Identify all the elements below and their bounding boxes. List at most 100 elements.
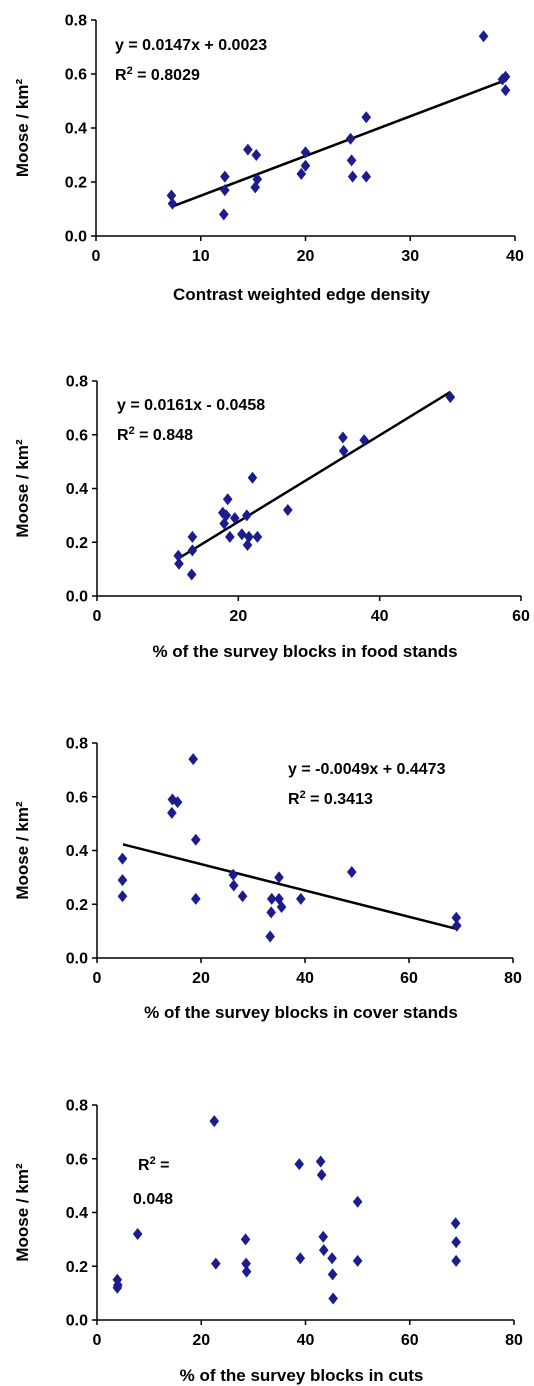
data-point — [266, 892, 277, 905]
data-point — [347, 170, 358, 183]
data-point — [117, 890, 128, 903]
data-point — [243, 143, 253, 156]
x-tick-label: 40 — [506, 248, 524, 265]
trend-equation: y = 0.0161x - 0.0458 — [117, 397, 265, 414]
x-tick-label: 0 — [92, 248, 101, 265]
data-point — [218, 208, 229, 221]
data-point — [191, 892, 201, 905]
data-point — [445, 391, 456, 404]
x-tick-label: 20 — [192, 1332, 210, 1349]
x-tick-label: 60 — [401, 1332, 419, 1349]
data-point — [283, 504, 293, 516]
y-tick-label: 0.6 — [66, 1151, 88, 1168]
data-point — [237, 528, 247, 541]
x-tick-label: 0 — [93, 608, 102, 625]
data-point — [228, 868, 239, 881]
x-tick-label: 80 — [504, 970, 522, 987]
data-point — [338, 444, 349, 457]
y-tick-label: 0.6 — [66, 789, 88, 806]
data-point — [187, 530, 198, 543]
data-point — [500, 84, 511, 97]
data-point — [300, 146, 311, 159]
x-tick-label: 60 — [512, 608, 530, 625]
data-point — [451, 1254, 461, 1267]
y-tick-label: 0.0 — [65, 229, 87, 246]
data-point — [230, 512, 240, 525]
data-point — [225, 530, 235, 543]
data-point — [296, 167, 307, 180]
x-tick-label: 40 — [296, 970, 314, 987]
data-point — [252, 173, 263, 186]
data-point — [316, 1168, 327, 1181]
y-axis-title: Moose / km² — [13, 79, 32, 178]
r-squared-label: R2 = — [138, 1155, 169, 1174]
data-point — [345, 132, 356, 145]
chart-panel-2: 0.0 0.2 0.4 0.6 0.8 0 20 40 60 % of the survey bl… — [13, 374, 530, 662]
data-point — [328, 1292, 338, 1305]
data-point — [173, 549, 184, 562]
x-tick-label: 40 — [371, 608, 389, 625]
chart-panel-4: 0.0 0.2 0.4 0.6 0.8 0 20 40 60 80 % of the survey … — [13, 1098, 523, 1386]
data-point — [352, 1195, 363, 1208]
data-point — [167, 806, 177, 819]
data-point — [167, 793, 178, 806]
y-tick-label: 0.8 — [65, 13, 87, 30]
data-point — [327, 1268, 338, 1281]
data-point — [276, 900, 287, 913]
y-tick-label: 0.4 — [66, 1205, 88, 1222]
data-point — [265, 930, 275, 943]
data-point — [242, 509, 252, 522]
data-point — [211, 1257, 221, 1270]
data-point — [352, 1254, 363, 1267]
y-tick-label: 0.4 — [65, 121, 87, 138]
x-tick-label: 80 — [505, 1332, 523, 1349]
data-point — [361, 111, 372, 124]
r-squared-label: R2 = 0.8029 — [115, 65, 200, 84]
data-point — [318, 1230, 329, 1243]
data-point — [188, 753, 198, 766]
y-tick-label: 0.8 — [66, 374, 88, 391]
y-tick-label: 0.6 — [65, 67, 87, 84]
r-squared-label: R2 = 0.3413 — [288, 789, 373, 808]
trendline — [172, 79, 505, 208]
data-point — [346, 154, 357, 167]
chart-panel-1: 0.0 0.2 0.4 0.6 0.8 0 10 20 30 40 Contrast weighte… — [13, 13, 524, 305]
data-point — [209, 1115, 220, 1128]
data-point — [338, 431, 348, 444]
data-point — [237, 890, 248, 903]
data-point — [347, 866, 357, 878]
data-point — [359, 434, 369, 447]
data-point — [117, 874, 128, 887]
y-tick-label: 0.2 — [66, 535, 88, 552]
trendline — [122, 843, 457, 930]
data-point — [221, 509, 232, 522]
y-tick-label: 0.8 — [66, 736, 88, 753]
x-tick-label: 0 — [93, 970, 102, 987]
x-tick-label: 20 — [192, 970, 210, 987]
data-point — [252, 530, 263, 543]
data-point — [295, 1252, 306, 1265]
x-tick-label: 30 — [401, 248, 419, 265]
data-point — [274, 871, 284, 884]
data-point — [241, 1265, 252, 1278]
trend-equation: y = -0.0049x + 0.4473 — [288, 761, 446, 778]
x-axis-title: Contrast weighted edge density — [173, 285, 430, 304]
y-tick-label: 0.2 — [66, 1259, 88, 1276]
data-point — [167, 197, 178, 210]
data-point — [117, 852, 128, 865]
data-point — [172, 796, 183, 809]
data-point — [500, 70, 511, 83]
chart-panel-3: 0.0 0.2 0.4 0.6 0.8 0 20 40 60 80 % of the survey … — [13, 736, 522, 1023]
data-point — [452, 919, 462, 932]
x-tick-label: 10 — [192, 248, 210, 265]
data-point — [361, 170, 372, 183]
x-axis-title: % of the survey blocks in food stands — [152, 642, 457, 661]
data-point — [217, 506, 228, 519]
data-point — [478, 30, 489, 43]
data-point — [451, 911, 462, 924]
x-tick-label: 20 — [229, 608, 247, 625]
trendline — [177, 390, 451, 560]
data-point — [315, 1155, 326, 1168]
